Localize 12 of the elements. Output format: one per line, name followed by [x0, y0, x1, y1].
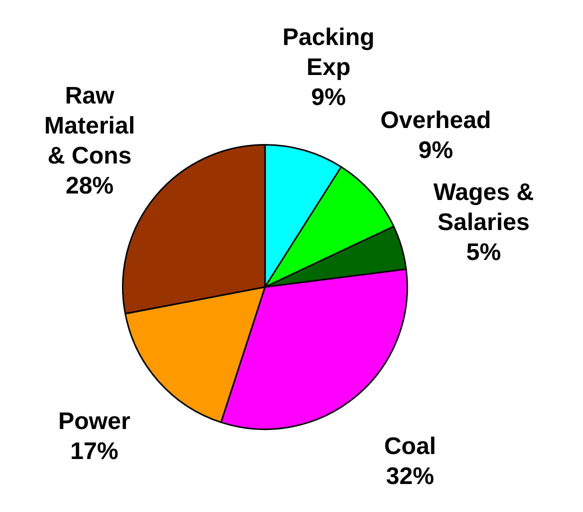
slice-label: Coal: [384, 432, 436, 460]
slice-label: Power: [58, 408, 130, 436]
data-label: 9%: [418, 137, 454, 164]
slice-label: Wages & Salaries: [433, 179, 534, 236]
data-label: 9%: [311, 84, 346, 112]
data-label: 17%: [70, 438, 118, 466]
data-label: 5%: [466, 239, 501, 266]
slice-label: Raw Material & Cons: [44, 82, 135, 170]
slice-label: Packing Exp: [282, 24, 375, 82]
data-label: 32%: [386, 462, 434, 490]
data-label: 28%: [66, 172, 114, 200]
slice-label: Overhead: [380, 107, 492, 134]
